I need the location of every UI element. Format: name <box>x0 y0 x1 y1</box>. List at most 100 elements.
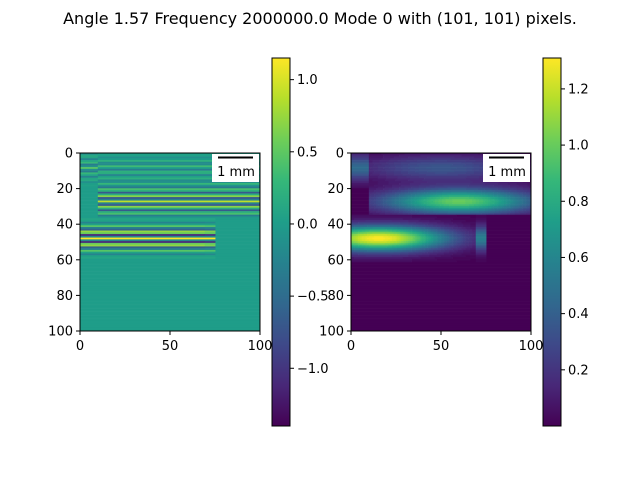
heatmap-cell <box>418 175 468 178</box>
heatmap-cell <box>427 211 434 214</box>
heatmap-cell <box>486 239 532 242</box>
heatmap-cell <box>372 200 377 203</box>
heatmap-cell <box>473 237 477 240</box>
heatmap-cell <box>465 160 477 163</box>
heatmap-cell <box>529 202 532 205</box>
heatmap-cell <box>472 230 477 233</box>
heatmap-cell <box>408 223 414 226</box>
heatmap-cell <box>500 193 503 196</box>
heatmap-cell <box>529 170 532 173</box>
heatmap-cell <box>415 205 420 208</box>
heatmap-cell <box>420 248 425 251</box>
heatmap-cell <box>406 230 409 233</box>
heatmap-cell <box>372 237 386 240</box>
heatmap-cell <box>522 200 525 203</box>
heatmap-cell <box>475 256 487 260</box>
heatmap-cell <box>486 235 532 238</box>
heatmap-cell <box>522 181 532 184</box>
heatmap-cell <box>425 237 428 240</box>
heatmap-cell <box>416 160 436 163</box>
heatmap-cell <box>413 202 418 205</box>
heatmap-cell <box>457 242 462 245</box>
heatmap-cell <box>388 190 393 193</box>
right-scalebar: 1 mm <box>483 154 530 182</box>
heatmap-cell <box>438 227 441 230</box>
left-colorbar-ticks: −1.0−0.50.00.51.0 <box>290 73 329 377</box>
heatmap-cell <box>397 248 403 251</box>
heatmap-cell <box>365 228 371 231</box>
heatmap-cell <box>395 195 398 198</box>
heatmap-cell <box>457 237 461 240</box>
heatmap-cell <box>409 232 412 235</box>
heatmap-cell <box>422 197 427 200</box>
heatmap-cell <box>457 227 462 230</box>
heatmap-cell <box>363 223 395 226</box>
heatmap-cell <box>490 200 493 203</box>
heatmap-cell <box>391 184 402 187</box>
heatmap-cell <box>441 207 450 210</box>
heatmap-cell <box>351 279 532 282</box>
heatmap-cell <box>431 248 436 251</box>
heatmap-cell <box>374 190 380 193</box>
heatmap-cell <box>406 193 411 196</box>
heatmap-cell <box>420 207 425 210</box>
heatmap-cell <box>215 235 261 238</box>
heatmap-cell <box>506 207 509 210</box>
heatmap-cell <box>404 239 407 242</box>
heatmap-cell <box>418 219 430 223</box>
heatmap-cell <box>80 202 99 205</box>
heatmap-cell <box>80 258 261 261</box>
heatmap-cell <box>351 249 355 252</box>
heatmap-cell <box>374 239 384 242</box>
heatmap-cell <box>529 160 532 163</box>
heatmap-cell <box>450 234 453 237</box>
heatmap-cell <box>525 202 528 205</box>
heatmap-cell <box>465 202 473 205</box>
heatmap-cell <box>388 239 393 242</box>
heatmap-cell <box>381 209 386 212</box>
heatmap-cell <box>97 170 261 173</box>
heatmap-cell <box>351 274 532 277</box>
heatmap-cell <box>445 241 448 244</box>
heatmap-cell <box>438 195 443 198</box>
heatmap-cell <box>500 198 505 201</box>
heatmap-cell <box>529 207 532 210</box>
heatmap-cell <box>454 244 457 247</box>
heatmap-cell <box>502 204 505 207</box>
heatmap-cell <box>427 234 430 237</box>
heatmap-cell <box>351 228 355 231</box>
heatmap-cell <box>424 227 427 230</box>
heatmap-cell <box>390 198 393 201</box>
heatmap-cell <box>438 234 441 237</box>
heatmap-cell <box>429 228 432 231</box>
heatmap-cell <box>436 182 471 186</box>
heatmap-cell <box>215 219 261 223</box>
heatmap-cell <box>475 239 487 242</box>
heatmap-cell <box>443 248 448 251</box>
heatmap-cell <box>518 209 523 212</box>
heatmap-cell <box>502 184 510 187</box>
heatmap-cell <box>468 205 475 208</box>
heatmap-cell <box>425 230 428 233</box>
heatmap-cell <box>418 195 421 198</box>
heatmap-cell <box>399 232 402 235</box>
heatmap-cell <box>450 165 464 168</box>
heatmap-cell <box>502 193 507 196</box>
heatmap-cell <box>356 232 359 235</box>
heatmap-cell <box>450 188 466 191</box>
heatmap-cell <box>424 237 427 240</box>
heatmap-cell <box>368 170 375 173</box>
heatmap-cell <box>514 195 519 198</box>
heatmap-cell <box>475 207 480 210</box>
heatmap-cell <box>80 190 99 193</box>
heatmap-cell <box>486 219 532 223</box>
heatmap-cell <box>390 168 396 171</box>
heatmap-cell <box>429 219 441 223</box>
heatmap-cell <box>363 248 373 251</box>
heatmap-cell <box>490 211 496 214</box>
heatmap-cell <box>363 242 368 245</box>
heatmap-cell <box>484 193 489 196</box>
heatmap-cell <box>404 209 409 212</box>
heatmap-cell <box>418 228 421 231</box>
